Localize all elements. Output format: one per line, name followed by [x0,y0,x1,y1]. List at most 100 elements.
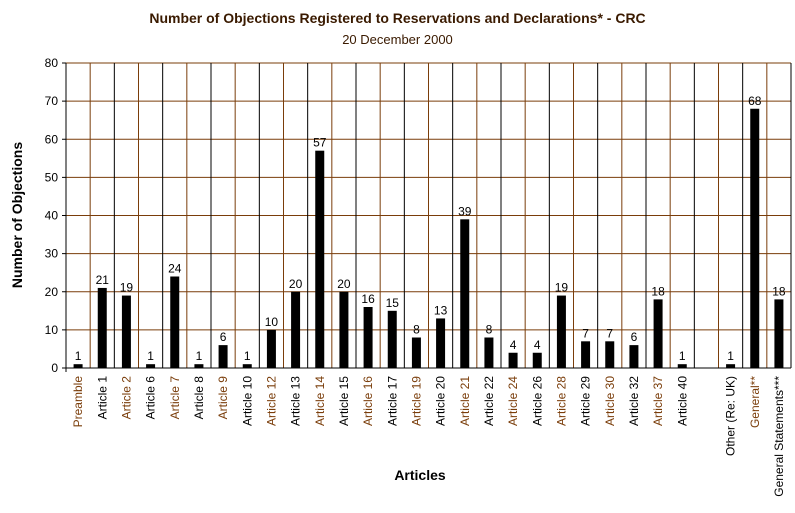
x-tick-label: Article 12 [264,376,278,426]
bar [363,307,373,368]
y-tick-label: 50 [45,170,59,184]
x-tick-label: Article 16 [361,376,375,426]
bar-value-label: 15 [386,296,400,310]
bar-value-label: 24 [168,262,182,276]
x-tick-label: Article 29 [579,376,593,426]
bar-value-label: 19 [120,281,134,295]
y-tick-label: 30 [45,247,59,261]
y-tick-label: 0 [51,361,58,375]
x-axis-label: Articles [394,467,446,483]
y-tick-label: 80 [45,56,59,70]
bar [73,364,83,368]
bar [774,299,784,368]
y-tick-label: 70 [45,94,59,108]
x-tick-label: Article 30 [603,376,617,426]
x-tick-label: Article 26 [530,376,544,426]
bar [242,364,252,368]
bar-value-label: 18 [772,284,786,298]
x-tick-label: Article 37 [651,376,665,426]
bar-value-label: 18 [651,284,665,298]
bar [387,310,397,368]
bar-value-label: 1 [147,349,154,363]
bar-value-label: 13 [434,303,448,317]
bar-value-label: 57 [313,136,327,150]
bar [581,341,591,368]
bar [146,364,156,368]
x-tick-label: Article 13 [289,376,303,426]
bar-value-label: 1 [75,349,82,363]
bar [194,364,204,368]
x-tick-label: Article 19 [409,376,423,426]
bar [726,364,736,368]
bar-value-label: 7 [606,326,613,340]
x-tick-label: Article 7 [168,376,182,420]
bar [484,337,494,368]
x-tick-label: Article 40 [675,376,689,426]
bar [508,352,518,368]
bar-value-label: 4 [510,338,517,352]
bar-value-label: 19 [555,281,569,295]
y-axis-label: Number of Objections [9,142,25,288]
x-tick-label: Article 2 [119,376,133,420]
bar [121,295,131,368]
bar [605,341,615,368]
bar [218,345,228,368]
bar-value-label: 1 [196,349,203,363]
x-tick-label: Article 21 [458,376,472,426]
chart-subtitle: 20 December 2000 [342,32,453,47]
x-tick-label: Article 10 [240,376,254,426]
bar [677,364,687,368]
bar [291,291,301,368]
bar [556,295,566,368]
bar [315,150,325,368]
y-tick-label: 60 [45,132,59,146]
x-tick-label: Article 1 [95,376,109,420]
bar-value-label: 20 [337,277,351,291]
x-tick-label: Other (Re: UK) [724,376,738,456]
bar [436,318,446,368]
bar [750,108,760,368]
bar-value-label: 10 [265,315,279,329]
bar-value-label: 4 [534,338,541,352]
bar-value-label: 1 [244,349,251,363]
bar [460,219,470,368]
x-tick-label: Preamble [71,376,85,428]
x-tick-label: Article 20 [434,376,448,426]
bar [170,276,180,368]
bar-value-label: 21 [96,273,110,287]
bar-value-label: 8 [486,323,493,337]
y-tick-label: 10 [45,323,59,337]
bars [73,108,784,368]
x-tick-label: Article 17 [385,376,399,426]
x-tick-label: Article 6 [144,376,158,420]
x-tick-label: Article 15 [337,376,351,426]
bar [339,291,349,368]
bar [653,299,663,368]
bar [266,329,276,368]
x-tick-label: Article 22 [482,376,496,426]
bar-value-label: 68 [748,94,762,108]
bar-value-label: 1 [727,349,734,363]
axes: 0 10 20 30 40 50 60 70 80 [45,56,791,375]
bar-value-label: 39 [458,204,472,218]
bar-value-label: 20 [289,277,303,291]
x-tick-label: Article 8 [192,376,206,420]
x-tick-label: Article 28 [554,376,568,426]
bar-value-label: 1 [679,349,686,363]
bar-value-label: 6 [220,330,227,344]
x-tick-label: Article 32 [627,376,641,426]
y-tick-label: 20 [45,285,59,299]
x-tick-label: Article 14 [313,376,327,426]
bar [411,337,421,368]
bar [629,345,639,368]
bar-value-label: 6 [631,330,638,344]
x-tick-label: General Statements*** [772,376,786,497]
x-tick-label: Article 9 [216,376,230,420]
x-tick-label: Article 24 [506,376,520,426]
x-tick-label: General** [748,376,762,428]
bar [532,352,542,368]
bar-value-label: 8 [413,323,420,337]
bar-value-label: 16 [361,292,375,306]
